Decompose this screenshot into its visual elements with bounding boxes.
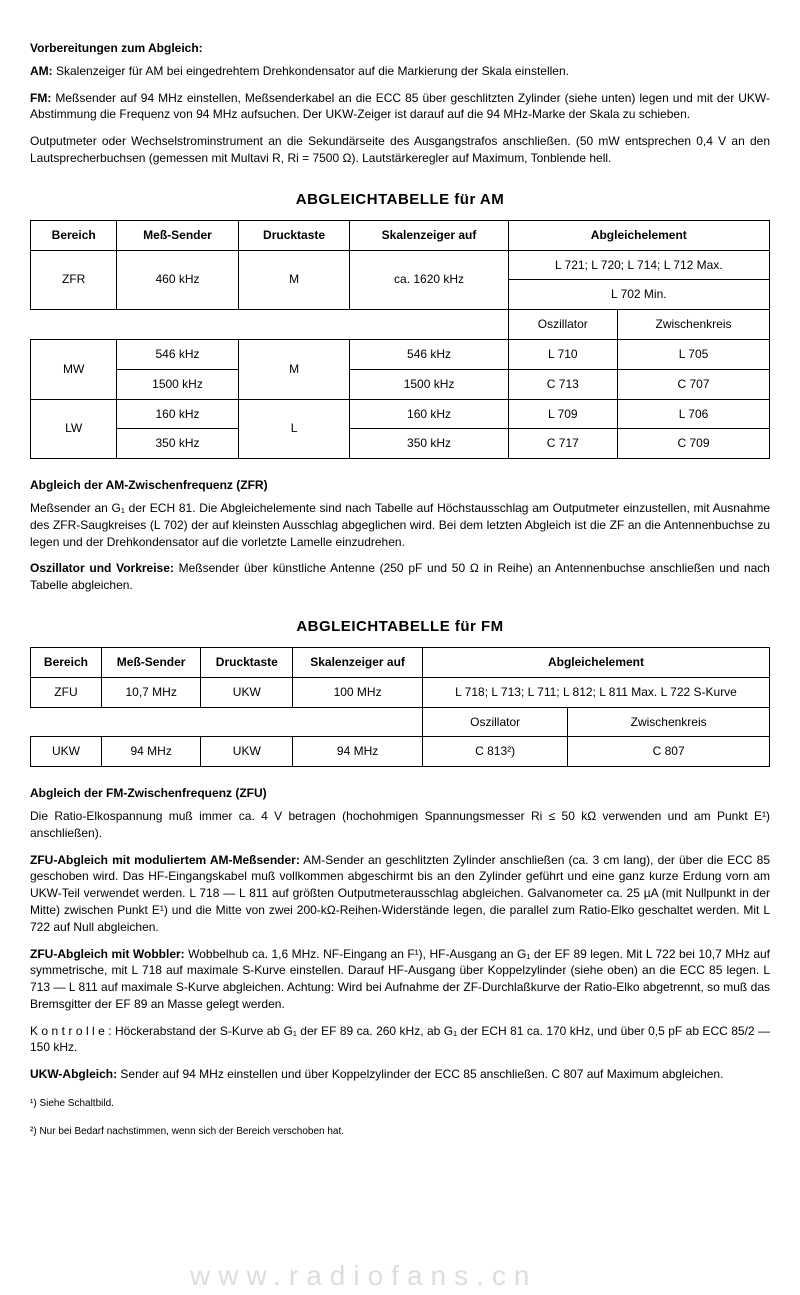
mw-s1: 546 kHz xyxy=(350,339,508,369)
ukw-freq: 94 MHz xyxy=(101,737,201,767)
fm-col-skala: Skalenzeiger auf xyxy=(293,647,423,677)
mw-z2: C 707 xyxy=(618,369,770,399)
mw-o1: L 710 xyxy=(508,339,617,369)
spacer xyxy=(31,310,509,340)
fm-col-element: Abgleichelement xyxy=(422,647,769,677)
para-ratio: Die Ratio-Elkospannung muß immer ca. 4 V… xyxy=(30,808,770,842)
zfr-elem2: L 702 Min. xyxy=(508,280,769,310)
am-table-title: ABGLEICHTABELLE für AM xyxy=(30,189,770,210)
mw-taste: M xyxy=(238,339,350,399)
lw-z1: L 706 xyxy=(618,399,770,429)
osz-header: Oszillator xyxy=(508,310,617,340)
ukw-label: UKW xyxy=(31,737,102,767)
para-ukw: UKW-Abgleich: Sender auf 94 MHz einstell… xyxy=(30,1066,770,1083)
mw-f2: 1500 kHz xyxy=(117,369,238,399)
fm-col-bereich: Bereich xyxy=(31,647,102,677)
fm-osz-header: Oszillator xyxy=(422,707,567,737)
col-sender: Meß-Sender xyxy=(117,220,238,250)
am-table: Bereich Meß-Sender Drucktaste Skalenzeig… xyxy=(30,220,770,459)
para-wobbler: ZFU-Abgleich mit Wobbler: Wobbelhub ca. … xyxy=(30,946,770,1013)
watermark: www.radiofans.cn xyxy=(190,1256,537,1295)
mw-f1: 546 kHz xyxy=(117,339,238,369)
ukw-taste: UKW xyxy=(201,737,293,767)
zfu-taste: UKW xyxy=(201,677,293,707)
zfr-elem1: L 721; L 720; L 714; L 712 Max. xyxy=(508,250,769,280)
fm-spacer xyxy=(31,707,423,737)
col-element: Abgleichelement xyxy=(508,220,769,250)
lw-f1: 160 kHz xyxy=(117,399,238,429)
footnote-1: ¹) Siehe Schaltbild. xyxy=(30,1097,770,1111)
fm-zk-header: Zwischenkreis xyxy=(568,707,770,737)
lw-label: LW xyxy=(31,399,117,459)
ukw-skala: 94 MHz xyxy=(293,737,423,767)
zfu-freq: 10,7 MHz xyxy=(101,677,201,707)
zfr-skala: ca. 1620 kHz xyxy=(350,250,508,310)
ukw-zk: C 807 xyxy=(568,737,770,767)
para-zfr: Meßsender an G₁ der ECH 81. Die Abgleich… xyxy=(30,500,770,550)
mw-s2: 1500 kHz xyxy=(350,369,508,399)
lw-o2: C 717 xyxy=(508,429,617,459)
lw-s2: 350 kHz xyxy=(350,429,508,459)
col-skalenzeiger: Skalenzeiger auf xyxy=(350,220,508,250)
lw-o1: L 709 xyxy=(508,399,617,429)
fm-table-title: ABGLEICHTABELLE für FM xyxy=(30,616,770,637)
mw-z1: L 705 xyxy=(618,339,770,369)
lw-s1: 160 kHz xyxy=(350,399,508,429)
para-kontrolle: K o n t r o l l e : Höckerabstand der S-… xyxy=(30,1023,770,1057)
para-output: Outputmeter oder Wechselstrominstrument … xyxy=(30,133,770,167)
zfu-elem: L 718; L 713; L 711; L 812; L 811 Max. L… xyxy=(422,677,769,707)
zfr-freq: 460 kHz xyxy=(117,250,238,310)
fm-col-taste: Drucktaste xyxy=(201,647,293,677)
zfr-taste: M xyxy=(238,250,350,310)
para-zfu-mod: ZFU-Abgleich mit moduliertem AM-Meßsende… xyxy=(30,852,770,936)
para-fm: FM: Meßsender auf 94 MHz einstellen, Meß… xyxy=(30,90,770,124)
lw-taste: L xyxy=(238,399,350,459)
mw-o2: C 713 xyxy=(508,369,617,399)
fm-col-sender: Meß-Sender xyxy=(101,647,201,677)
para-am: AM: Skalenzeiger für AM bei eingedrehtem… xyxy=(30,63,770,80)
zfu-title: Abgleich der FM-Zwischenfrequenz (ZFU) xyxy=(30,785,770,802)
zk-header: Zwischenkreis xyxy=(618,310,770,340)
zfr-title: Abgleich der AM-Zwischenfrequenz (ZFR) xyxy=(30,477,770,494)
col-drucktaste: Drucktaste xyxy=(238,220,350,250)
lw-f2: 350 kHz xyxy=(117,429,238,459)
footnote-2: ²) Nur bei Bedarf nachstimmen, wenn sich… xyxy=(30,1125,770,1139)
ukw-osz: C 813²) xyxy=(422,737,567,767)
lw-z2: C 709 xyxy=(618,429,770,459)
zfr-label: ZFR xyxy=(31,250,117,310)
prep-title: Vorbereitungen zum Abgleich: xyxy=(30,40,770,57)
zfu-label: ZFU xyxy=(31,677,102,707)
col-bereich: Bereich xyxy=(31,220,117,250)
fm-table: Bereich Meß-Sender Drucktaste Skalenzeig… xyxy=(30,647,770,767)
zfu-skala: 100 MHz xyxy=(293,677,423,707)
para-osz: Oszillator und Vorkreise: Meßsender über… xyxy=(30,560,770,594)
mw-label: MW xyxy=(31,339,117,399)
